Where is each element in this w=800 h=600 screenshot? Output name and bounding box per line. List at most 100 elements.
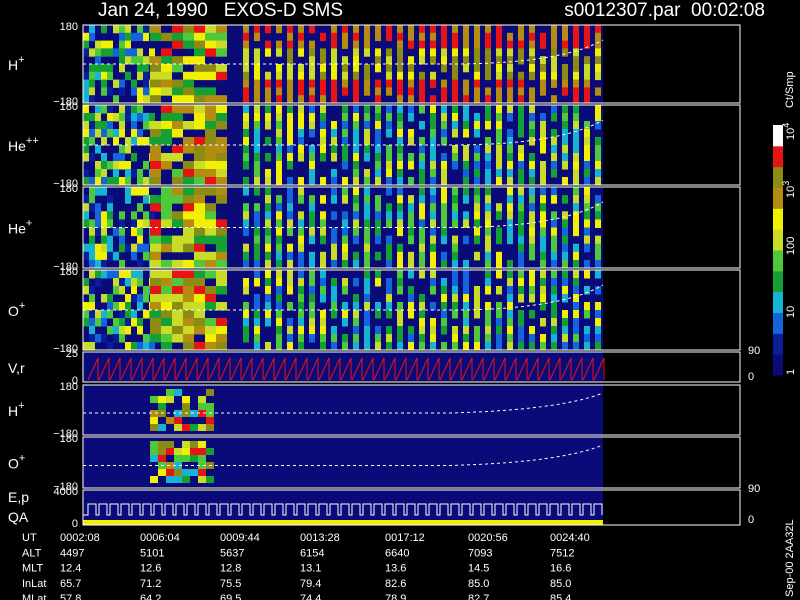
spectrogram-cell	[430, 203, 436, 212]
spectrogram-cell	[107, 243, 113, 253]
spectrogram-cell	[287, 129, 293, 138]
spectrogram-cell	[551, 195, 557, 204]
spectrogram-cell	[172, 286, 183, 295]
spectrogram-cell	[95, 169, 101, 178]
spectrogram-cell	[161, 342, 172, 351]
spectrogram-cell	[276, 169, 282, 178]
spectrogram-cell	[265, 105, 271, 114]
spectrogram-cell	[89, 121, 95, 130]
spectrogram-cell	[205, 71, 216, 81]
spectrogram-cell	[342, 302, 348, 311]
spectrogram-cell	[375, 251, 381, 261]
ephemeris-value: 0006:04	[140, 532, 180, 544]
spectrogram-cell	[320, 259, 326, 269]
spectrogram-cell	[441, 40, 447, 49]
spectrogram-cell	[397, 334, 403, 343]
spectrogram-cell	[320, 153, 326, 162]
spectrogram-cell	[540, 270, 546, 279]
spectrogram-cell	[331, 235, 337, 245]
spectrogram-cell	[353, 259, 359, 269]
spectrogram-cell	[137, 270, 143, 279]
spectrogram-cell	[331, 129, 337, 138]
spectrogram-cell	[107, 121, 113, 130]
spectrogram-cell	[298, 286, 304, 295]
spectrogram-cell	[562, 121, 568, 130]
spectrogram-cell	[216, 326, 227, 335]
spectrogram-cell	[143, 161, 149, 170]
spectrogram-cell	[342, 121, 348, 130]
spectrogram-cell	[331, 334, 337, 343]
spectrogram-cell	[243, 177, 249, 186]
spectrogram-cell	[309, 251, 315, 261]
spectrogram-cell	[342, 177, 348, 186]
spectrogram-cell	[375, 203, 381, 212]
spectrogram-cell	[441, 48, 447, 57]
spectrogram-cell	[182, 441, 190, 448]
spectrogram-cell	[183, 211, 194, 220]
spectrogram-cell	[441, 169, 447, 178]
spectrogram-cell	[89, 259, 95, 269]
spectrogram-cell	[183, 302, 194, 311]
spectrogram-cell	[83, 177, 89, 186]
spectrogram-cell	[331, 251, 337, 261]
spectrogram-cell	[419, 121, 425, 130]
spectrogram-cell	[573, 129, 579, 138]
spectrogram-cell	[529, 187, 535, 196]
spectrogram-cell	[309, 294, 315, 303]
spectrogram-cell	[137, 129, 143, 138]
spectrogram-cell	[113, 169, 119, 178]
spectrogram-cell	[595, 56, 601, 65]
spectrogram-cell	[595, 195, 601, 204]
colorbar-label: 103	[781, 181, 797, 198]
spectrogram-cell	[172, 121, 183, 130]
spectrogram-cell	[150, 32, 161, 42]
spectrogram-cell	[375, 334, 381, 343]
spectrogram-cell	[205, 286, 216, 295]
spectrogram-cell	[287, 259, 293, 269]
spectrogram-cell	[298, 211, 304, 220]
spectrogram-cell	[364, 48, 370, 57]
spectrogram-cell	[243, 161, 249, 170]
spectrogram-cell	[309, 270, 315, 279]
spectrogram-cell	[119, 302, 125, 311]
spectrogram-cell	[83, 113, 89, 122]
spectrogram-cell	[353, 40, 359, 49]
spectrogram-cell	[131, 251, 137, 261]
spectrogram-cell	[161, 302, 172, 311]
spectrogram-cell	[298, 71, 304, 81]
spectrogram-cell	[309, 129, 315, 138]
spectrogram-cell	[595, 71, 601, 81]
spectrogram-cell	[243, 25, 249, 34]
spectrogram-cell	[205, 153, 216, 162]
spectrogram-cell	[95, 161, 101, 170]
spectrogram-cell	[474, 235, 480, 245]
spectrogram-cell	[474, 71, 480, 81]
spectrogram-cell	[119, 153, 125, 162]
spectrogram-cell	[265, 79, 271, 88]
spectrogram-cell	[125, 270, 131, 279]
spectrogram-cell	[194, 169, 205, 178]
spectrogram-cell	[161, 326, 172, 335]
spectrogram-cell	[485, 286, 491, 295]
spectrogram-cell	[331, 56, 337, 65]
spectrogram-cell	[119, 270, 125, 279]
spectrogram-cell	[430, 56, 436, 65]
spectrogram-cell	[298, 270, 304, 279]
spectrogram-cell	[342, 153, 348, 162]
spectrogram-cell	[595, 145, 601, 154]
spectrogram-cell	[584, 235, 590, 245]
spectrogram-cell	[331, 48, 337, 57]
spectrogram-cell	[551, 95, 557, 104]
spectrogram-cell	[452, 25, 458, 34]
spectrogram-cell	[397, 25, 403, 34]
spectrogram-cell	[463, 326, 469, 335]
spectrogram-cell	[243, 310, 249, 319]
spectrogram-cell	[298, 153, 304, 162]
spectrogram-cell	[342, 334, 348, 343]
ephemeris-value: 12.8	[220, 563, 241, 575]
spectrogram-cell	[529, 177, 535, 186]
spectrogram-cell	[265, 211, 271, 220]
spectrogram-cell	[463, 48, 469, 57]
spectrogram-cell	[408, 251, 414, 261]
spectrogram-cell	[216, 177, 227, 186]
